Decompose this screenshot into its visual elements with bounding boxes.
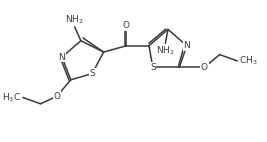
- Text: N: N: [183, 41, 190, 50]
- Text: CH$_3$: CH$_3$: [239, 55, 258, 67]
- Text: NH$_2$: NH$_2$: [156, 44, 175, 57]
- Text: O: O: [201, 63, 208, 72]
- Text: S: S: [150, 63, 156, 72]
- Text: O: O: [123, 21, 130, 30]
- Text: H$_3$C: H$_3$C: [2, 91, 21, 104]
- Text: N: N: [58, 53, 65, 62]
- Text: NH$_2$: NH$_2$: [65, 13, 84, 26]
- Text: S: S: [89, 69, 95, 78]
- Text: O: O: [53, 92, 60, 101]
